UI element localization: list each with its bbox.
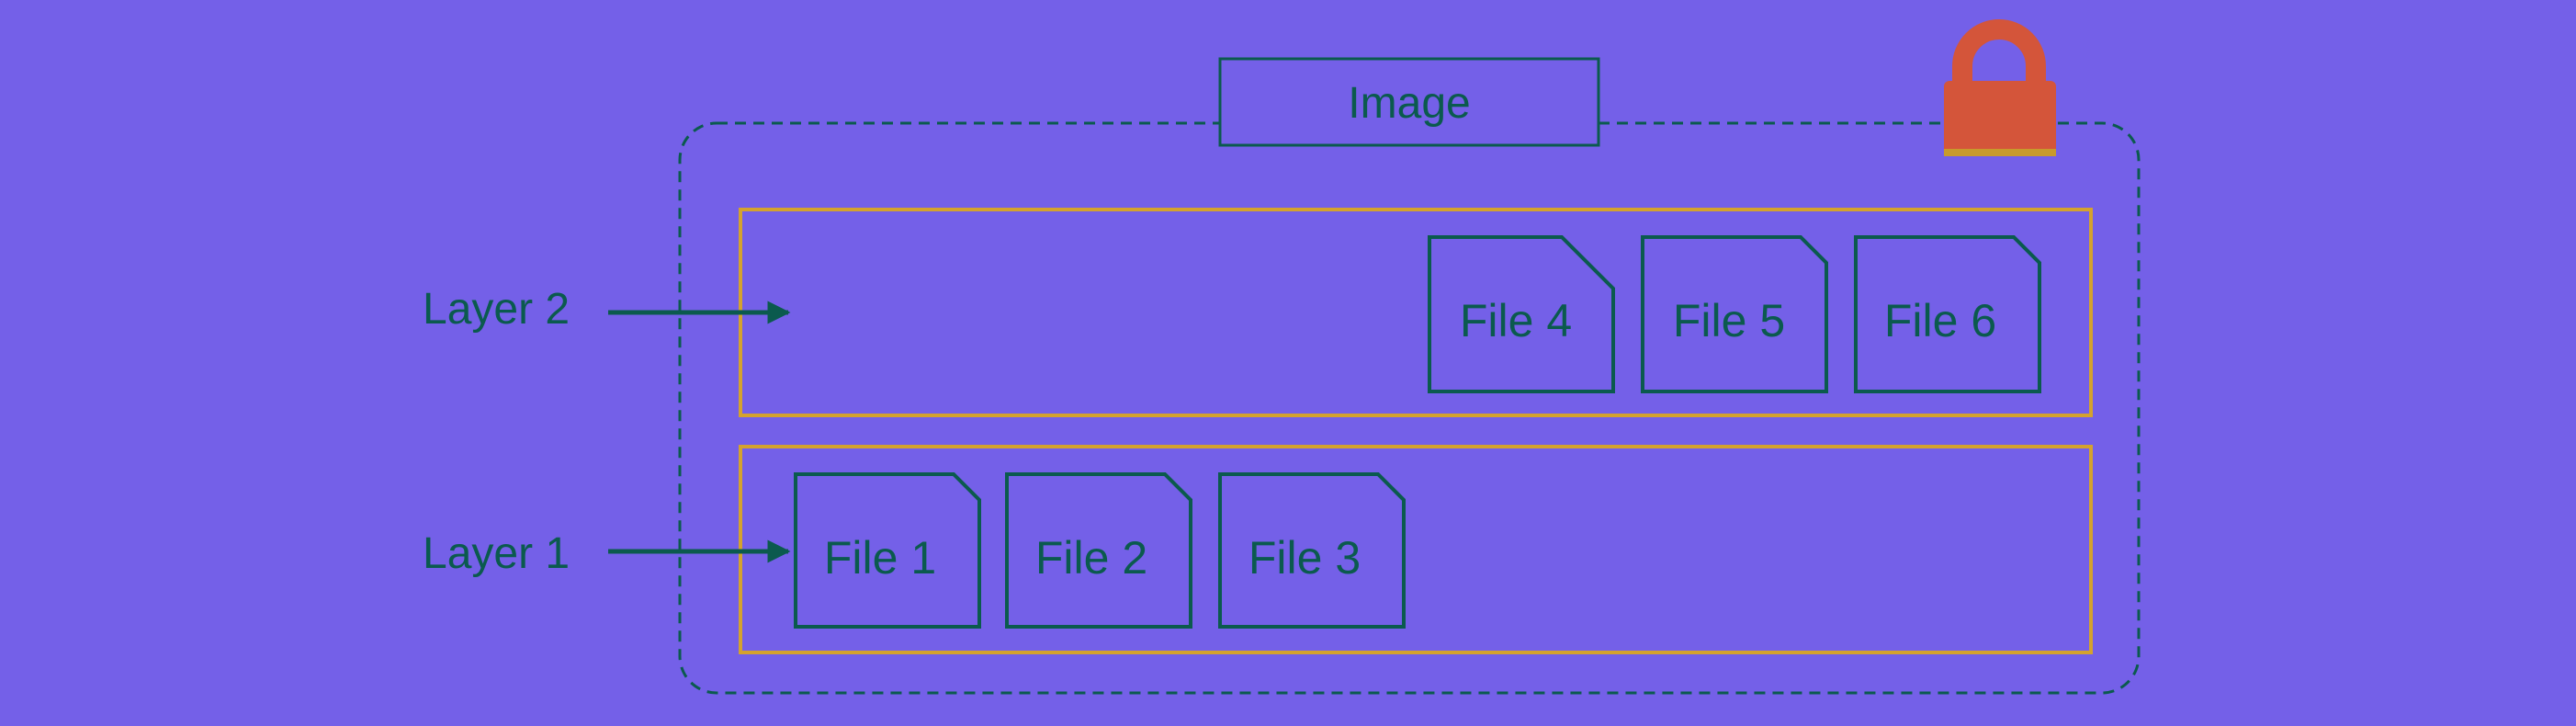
file-card-6: File 6 [1856, 237, 2039, 391]
file-card-1: File 1 [796, 474, 979, 627]
image-title-box: Image [1220, 59, 1599, 145]
file-card-3: File 3 [1220, 474, 1404, 627]
layer-1-box [740, 447, 2091, 652]
file-card-4: File 4 [1429, 237, 1613, 391]
lock-icon [1944, 29, 2056, 156]
image-title: Image [1348, 79, 1470, 128]
file-card-5: File 5 [1643, 237, 1826, 391]
layer-1-label: Layer 1 [423, 529, 570, 578]
file-6-label: File 6 [1884, 295, 1996, 346]
file-3-label: File 3 [1248, 532, 1361, 584]
layer-2-label: Layer 2 [423, 285, 570, 334]
file-2-label: File 2 [1035, 532, 1147, 584]
file-1-label: File 1 [824, 532, 936, 584]
file-4-label: File 4 [1460, 295, 1572, 346]
file-card-2: File 2 [1007, 474, 1191, 627]
file-5-label: File 5 [1673, 295, 1785, 346]
